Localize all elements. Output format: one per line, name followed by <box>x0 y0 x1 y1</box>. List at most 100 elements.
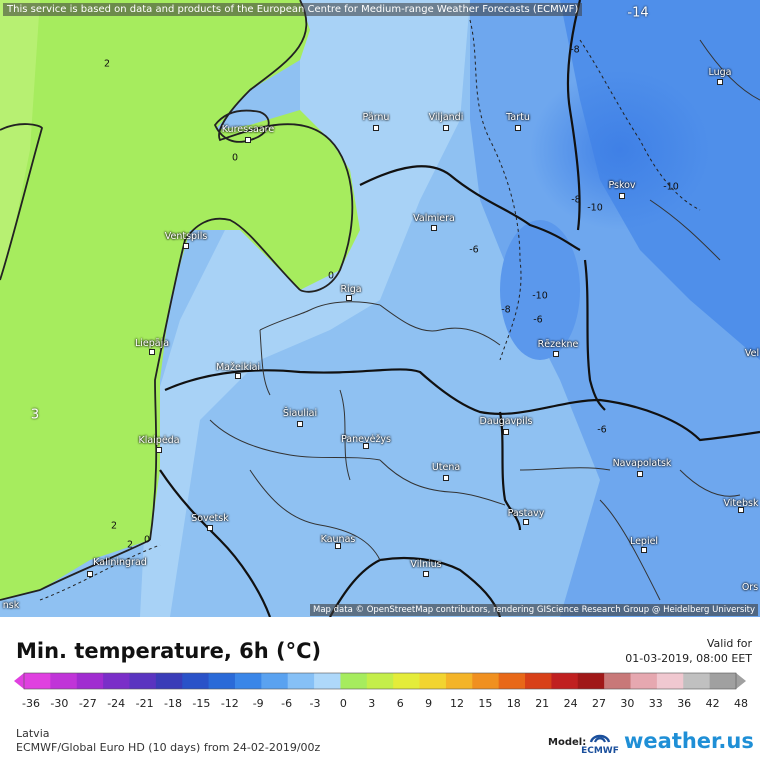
city-marker <box>553 351 559 357</box>
coastlines <box>0 0 354 601</box>
city-riga: Riga <box>340 284 362 295</box>
city-marker <box>515 125 521 131</box>
scale-tick-label: -12 <box>220 697 239 710</box>
city-marker <box>443 125 449 131</box>
city-marker <box>523 519 529 525</box>
scale-tick-label: 3 <box>368 697 376 710</box>
contour-label: -14 <box>627 5 649 21</box>
city-klaipeda: Klaipėda <box>138 435 180 446</box>
scale-segment <box>182 673 210 689</box>
scale-segment <box>261 673 289 689</box>
city-kaunas: Kaunas <box>320 534 356 545</box>
city-marker <box>335 543 341 549</box>
contour-label: -8 <box>501 304 511 316</box>
contour-label: 2 <box>126 539 134 551</box>
ecmwf-globe-icon <box>589 734 611 743</box>
scale-tick-label: 36 <box>677 697 692 710</box>
city-navapolatsk: Navapolatsk <box>612 458 672 469</box>
scale-segment <box>445 673 473 689</box>
scale-min-arrow <box>14 673 24 689</box>
city-marker <box>738 507 744 513</box>
scale-frame <box>23 672 737 690</box>
city-sovetsk: Sovetsk <box>191 513 229 524</box>
scale-segment <box>656 673 684 689</box>
city-siauliai: Šiauliai <box>282 408 318 419</box>
city-marker <box>207 525 213 531</box>
scale-segment <box>683 673 711 689</box>
contour-label: -6 <box>469 244 479 256</box>
scale-tick-label: -18 <box>164 697 182 710</box>
city-marker <box>87 571 93 577</box>
scale-segment <box>50 673 78 689</box>
scale-tick-label: 15 <box>478 697 493 710</box>
city-orsha-partial: Ors <box>741 582 759 593</box>
contour-label: 3 <box>30 407 40 423</box>
scale-tick-label: -27 <box>78 697 97 710</box>
city-marker <box>156 447 162 453</box>
scale-segment <box>208 673 236 689</box>
weather-us-logo[interactable]: weather.us <box>624 729 754 753</box>
contour-label: 2 <box>103 58 111 70</box>
scale-segment <box>76 673 104 689</box>
scale-segment <box>498 673 526 689</box>
contour-label: 0 <box>231 152 239 164</box>
map-title: Min. temperature, 6h (°C) <box>16 639 322 663</box>
scale-segment <box>287 673 315 689</box>
ecmwf-logo[interactable]: ECMWF <box>580 729 620 756</box>
contour-label: 0 <box>327 270 335 282</box>
scale-segment <box>129 673 157 689</box>
city-marker <box>431 225 437 231</box>
city-marker <box>717 79 723 85</box>
scale-tick-label: -9 <box>252 697 264 710</box>
warm-sea-west <box>0 0 40 280</box>
scale-tick-label: -21 <box>135 697 154 710</box>
scale-tick-label: -24 <box>107 697 126 710</box>
contour-label: -8 <box>570 44 580 56</box>
scale-tick-label: -15 <box>192 697 211 710</box>
scale-segment <box>419 673 447 689</box>
forecast-map[interactable]: This service is based on data and produc… <box>0 0 760 617</box>
city-kuressaare: Kuressaare <box>221 124 275 135</box>
map-canvas <box>0 0 760 617</box>
city-marker <box>363 443 369 449</box>
isotherms <box>39 19 701 601</box>
city-marker <box>297 421 303 427</box>
scale-segment <box>630 673 658 689</box>
scale-tick-label: -36 <box>22 697 40 710</box>
map-attribution: Map data © OpenStreetMap contributors, r… <box>310 604 758 616</box>
scale-segment <box>234 673 262 689</box>
city-marker <box>183 243 189 249</box>
scale-segment <box>604 673 632 689</box>
scale-tick-label: 42 <box>705 697 720 710</box>
city-marker <box>346 295 352 301</box>
contour-label: -10 <box>663 181 679 193</box>
city-ventspils: Ventspils <box>164 231 208 242</box>
scale-max-arrow <box>736 673 746 689</box>
city-marker <box>503 429 509 435</box>
city-marker <box>619 193 625 199</box>
valid-label: Valid for <box>706 637 752 650</box>
city-marker <box>245 137 251 143</box>
city-marker <box>149 349 155 355</box>
contour-label: -6 <box>533 314 543 326</box>
city-marker <box>235 373 241 379</box>
scale-tick-label: 33 <box>648 697 663 710</box>
city-daugavpils: Daugavpils <box>479 416 533 427</box>
city-liepaja: Liepāja <box>134 338 170 349</box>
scale-tick-label: 12 <box>450 697 464 710</box>
scale-segment <box>103 673 130 689</box>
scale-segment <box>577 673 605 689</box>
scale-tick-label: 27 <box>592 697 606 710</box>
city-vitebsk: Vitebsk <box>723 498 759 509</box>
warm-sea-zone <box>0 0 360 600</box>
city-edge-left: nsk <box>2 600 20 611</box>
scale-segment <box>393 673 421 689</box>
scale-tick-label: -6 <box>281 697 293 710</box>
scale-tick-label: 48 <box>734 697 748 710</box>
city-parnu: Pärnu <box>362 112 390 123</box>
city-utena: Utena <box>431 462 461 473</box>
scale-segment <box>314 673 341 689</box>
city-marker <box>641 547 647 553</box>
scale-segment <box>472 673 500 689</box>
scale-segment <box>24 673 51 689</box>
